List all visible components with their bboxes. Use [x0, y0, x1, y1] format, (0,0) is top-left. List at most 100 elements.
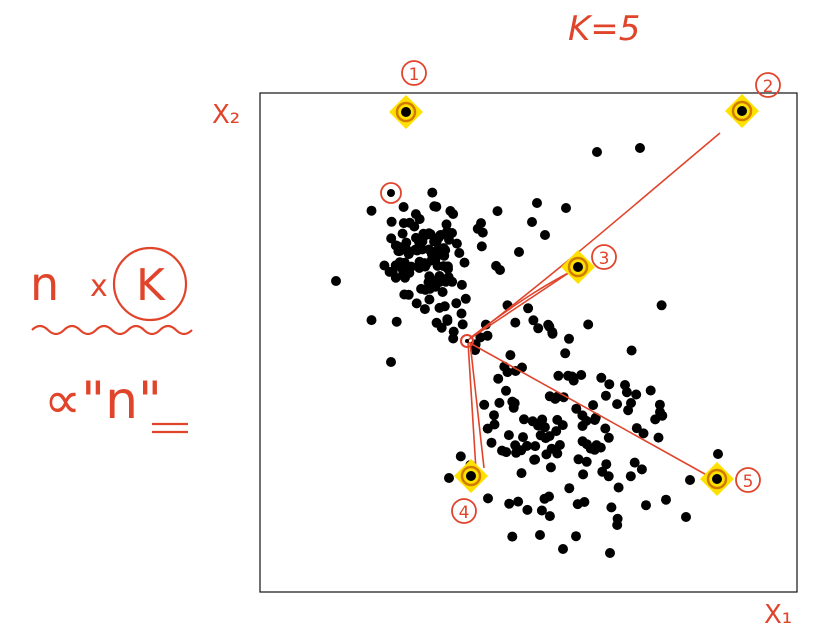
data-point: [386, 357, 396, 367]
data-point: [685, 475, 695, 485]
centroid-label: 1: [409, 65, 420, 85]
data-point: [612, 399, 623, 410]
data-point: [564, 483, 575, 494]
data-point: [409, 221, 420, 232]
data-point: [501, 385, 511, 396]
data-point: [612, 520, 623, 530]
data-point: [424, 228, 434, 239]
data-point: [591, 440, 602, 451]
data-point: [605, 548, 615, 558]
data-point: [552, 414, 563, 425]
data-point: [393, 246, 404, 257]
data-point: [552, 391, 563, 402]
query-point-icon: [460, 334, 474, 348]
data-point: [366, 205, 377, 216]
data-point: [479, 399, 490, 410]
data-point: [653, 432, 664, 443]
data-point: [460, 293, 471, 304]
data-point: [503, 430, 514, 441]
data-point: [431, 246, 442, 257]
data-point: [442, 315, 453, 326]
data-point: [434, 276, 445, 287]
data-point: [522, 440, 532, 451]
data-point: [493, 373, 504, 384]
data-point: [654, 399, 665, 410]
data-point: [414, 263, 425, 273]
data-point: [489, 410, 499, 421]
distance-lines: [467, 132, 721, 479]
data-point: [544, 491, 554, 502]
data-point: [656, 300, 667, 311]
data-point: [571, 531, 581, 542]
data-point: [589, 415, 600, 425]
title-k-equals-5: K=5: [568, 9, 640, 49]
centroid-5: 5: [700, 462, 761, 496]
data-point: [522, 504, 533, 515]
data-point: [592, 147, 602, 157]
data-point: [397, 258, 408, 269]
data-point: [427, 187, 438, 198]
data-point: [456, 308, 467, 319]
data-point: [554, 440, 565, 450]
data-point: [547, 327, 558, 338]
data-point: [508, 402, 519, 413]
data-point: [424, 294, 435, 305]
data-point: [404, 267, 415, 278]
data-point: [398, 218, 409, 229]
data-point: [638, 428, 649, 439]
data-point: [419, 304, 430, 315]
data-point: [476, 218, 486, 229]
data-point: [439, 301, 450, 312]
data-point: [386, 233, 397, 244]
formula-k-circle: [112, 246, 188, 322]
data-point: [477, 227, 488, 238]
data-point: [492, 206, 503, 217]
data-point: [583, 319, 594, 330]
data-point: [398, 202, 409, 212]
data-point: [391, 316, 402, 327]
data-point: [448, 326, 459, 337]
data-point: [713, 449, 723, 459]
data-point: [429, 201, 440, 212]
complexity-formula: n x K ∝"n": [30, 246, 193, 434]
centroid-label: 3: [599, 249, 610, 269]
data-point: [661, 494, 671, 505]
centroid-1: 1: [389, 60, 427, 129]
data-point: [543, 319, 554, 330]
data-point: [331, 276, 341, 286]
data-point: [588, 400, 599, 411]
data-point: [497, 445, 507, 456]
data-point: [571, 403, 582, 414]
data-point: [482, 330, 493, 341]
data-point: [444, 234, 454, 245]
data-point: [577, 436, 588, 447]
formula-times: x: [90, 269, 108, 304]
data-point: [625, 471, 636, 482]
query-point: [460, 334, 474, 348]
y-axis-label: X₂: [212, 100, 240, 130]
centroid-2: 2: [725, 72, 781, 128]
data-point: [397, 228, 408, 239]
data-point: [576, 370, 587, 380]
data-point: [564, 333, 574, 344]
distance-line-4a: [467, 341, 477, 471]
data-point: [552, 448, 563, 459]
data-point: [448, 209, 459, 219]
data-point: [519, 414, 529, 425]
data-point: [533, 323, 544, 334]
data-point: [540, 230, 550, 240]
data-point: [457, 319, 468, 330]
data-point: [528, 315, 539, 326]
data-point: [443, 263, 453, 274]
data-point: [456, 279, 467, 290]
data-point: [635, 143, 645, 153]
data-point: [386, 216, 397, 227]
data-point: [626, 398, 636, 408]
data-point: [636, 464, 647, 475]
data-point: [641, 500, 651, 511]
data-point: [523, 303, 534, 314]
data-point: [436, 230, 447, 240]
data-point: [459, 257, 470, 268]
data-point: [505, 350, 516, 361]
centroid-label: 5: [743, 472, 754, 492]
